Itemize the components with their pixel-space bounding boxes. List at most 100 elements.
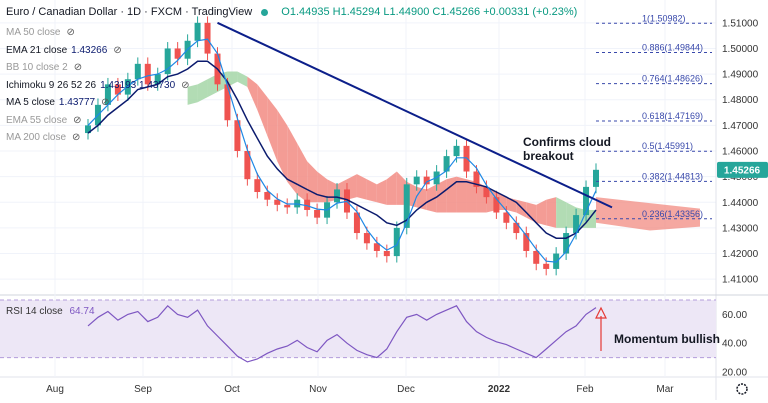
indicator-row[interactable]: EMA 55 close ⊘ [6, 115, 82, 126]
x-tick-label: Oct [224, 384, 240, 395]
rsi-label: RSI 14 close 64.74 [6, 306, 95, 317]
annotation-momentum: Momentum bullish [614, 332, 720, 346]
candle-body [553, 253, 560, 269]
x-tick-label: Sep [134, 384, 152, 395]
candle-body [314, 209, 321, 218]
ichimoku-cloud-segment [237, 71, 248, 87]
ichimoku-cloud-segment [267, 97, 278, 162]
ichimoku-cloud-segment [247, 76, 258, 110]
candle-body [593, 169, 599, 187]
chart-title: Euro / Canadian Dollar · 1D · FXCM · Tra… [6, 6, 253, 18]
downtrend-line [217, 21, 613, 209]
rsi-tick-label: 40.00 [722, 339, 747, 350]
candle-body [493, 197, 500, 213]
candle-body [583, 186, 590, 216]
y-tick-label: 1.42000 [722, 249, 759, 260]
indicator-row[interactable]: BB 10 close 2 ⊘ [6, 62, 82, 73]
candle-body [194, 22, 201, 41]
rsi-tick-label: 20.00 [722, 368, 747, 379]
candle-body [224, 84, 231, 121]
ichimoku-cloud-segment [317, 171, 328, 203]
candle-body [174, 48, 181, 59]
y-tick-label: 1.48000 [722, 95, 759, 106]
candle-body [563, 233, 570, 254]
candle-body [423, 176, 430, 185]
indicator-name: MA 200 close [6, 132, 67, 143]
candle-body [353, 212, 360, 234]
x-tick-label: Nov [309, 384, 327, 395]
hide-indicator-icon[interactable]: ⊘ [66, 27, 75, 38]
indicator-name: BB 10 close 2 [6, 62, 68, 73]
current-price-box [717, 161, 768, 178]
indicator-row[interactable]: MA 50 close ⊘ [6, 27, 75, 38]
candle-body [134, 63, 141, 80]
candle-body [383, 250, 390, 257]
candle-body [463, 145, 470, 172]
ichimoku-cloud-segment [436, 179, 447, 213]
rsi-line [87, 304, 597, 363]
x-tick-label: 2022 [488, 384, 511, 395]
y-tick-label: 1.43000 [722, 223, 759, 234]
candle-body [403, 184, 410, 228]
ichimoku-cloud-segment [456, 176, 467, 213]
candle-body [533, 250, 540, 264]
hide-indicator-icon[interactable]: ⊘ [73, 114, 82, 126]
rsi-tick-label: 60.00 [722, 310, 747, 321]
ichimoku-cloud-segment [376, 179, 387, 205]
candle-body [483, 186, 490, 198]
ichimoku-cloud-segment [536, 199, 547, 226]
y-tick-label: 1.49000 [722, 70, 759, 81]
ichimoku-cloud-segment [187, 84, 198, 105]
x-tick-label: Feb [576, 384, 594, 395]
fib-level-label: 0.886(1.49844) [642, 42, 703, 52]
candle-body [284, 204, 291, 208]
gear-icon [736, 383, 748, 395]
candle-body [264, 192, 271, 200]
candle-body [304, 199, 311, 210]
hide-indicator-icon[interactable]: ⊘ [101, 97, 110, 108]
hide-indicator-icon[interactable]: ⊘ [113, 44, 122, 56]
ichimoku-cloud-segment [277, 109, 288, 182]
candle-body [443, 156, 450, 172]
ichimoku-cloud-segment [366, 179, 377, 203]
candle-body [363, 233, 370, 244]
ichimoku-cloud-segment [516, 199, 527, 218]
ichimoku-cloud-segment [197, 79, 208, 103]
ichimoku-cloud-segment [556, 197, 567, 228]
hide-indicator-icon[interactable]: ⊘ [181, 79, 190, 91]
current-price-label: 1.45266 [724, 165, 761, 176]
x-tick-label: Aug [46, 384, 64, 395]
candle-body [274, 199, 281, 205]
candle-body [513, 222, 520, 234]
candle-body [154, 74, 161, 85]
ohlc-readout: O1.44935 H1.45294 L1.44900 C1.45266 +0.0… [281, 6, 578, 18]
indicator-row[interactable]: MA 200 close ⊘ [6, 132, 80, 143]
ichimoku-cloud-segment [297, 143, 308, 203]
rsi-label-text: RSI 14 close [6, 306, 63, 317]
x-tick-label: Mar [656, 384, 674, 395]
indicator-name: MA 5 close [6, 97, 55, 108]
indicator-row[interactable]: EMA 21 close 1.43266 ⊘ [6, 45, 122, 56]
y-tick-label: 1.50000 [722, 44, 759, 55]
candle-body [373, 243, 380, 251]
indicator-row[interactable]: MA 5 close 1.43777 ⊘ [6, 97, 109, 108]
ichimoku-cloud-segment [386, 171, 397, 205]
candle-body [104, 84, 111, 105]
candle-body [503, 212, 510, 223]
hide-indicator-icon[interactable]: ⊘ [72, 132, 81, 143]
hide-indicator-icon[interactable]: ⊘ [73, 62, 83, 73]
live-status-dot [261, 8, 269, 16]
candle-body [573, 215, 580, 234]
y-tick-label: 1.44000 [722, 198, 759, 209]
candle-body [85, 125, 91, 134]
y-tick-label: 1.46000 [722, 147, 759, 158]
momentum-arrow-head [595, 306, 607, 319]
indicator-value: 1.43266 [71, 44, 108, 56]
annotation-cloud-breakout: breakout [523, 149, 574, 163]
ichimoku-cloud-segment [287, 125, 298, 195]
ma5-line [87, 38, 597, 263]
rsi-band [0, 300, 716, 358]
candle-body [413, 176, 420, 185]
indicator-value: 1.43777 [58, 97, 96, 108]
indicator-row[interactable]: Ichimoku 9 26 52 26 1.43193 1.43730 ⊘ [6, 80, 190, 91]
